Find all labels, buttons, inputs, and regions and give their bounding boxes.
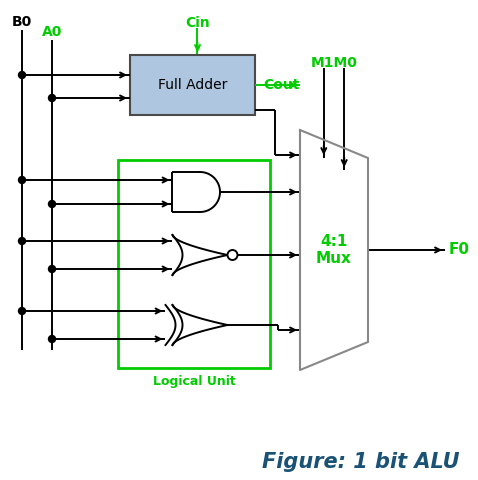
Text: Full Adder: Full Adder — [158, 78, 227, 92]
Text: Figure: 1 bit ALU: Figure: 1 bit ALU — [262, 452, 460, 472]
Text: M1M0: M1M0 — [311, 56, 358, 70]
Circle shape — [48, 95, 55, 101]
Circle shape — [48, 336, 55, 343]
Text: F0: F0 — [449, 242, 470, 257]
Circle shape — [19, 72, 25, 79]
Circle shape — [19, 238, 25, 244]
Circle shape — [48, 201, 55, 207]
Text: Cin: Cin — [185, 16, 210, 30]
Circle shape — [19, 177, 25, 183]
Text: A0: A0 — [42, 25, 62, 39]
Circle shape — [228, 250, 238, 260]
Text: Logical Unit: Logical Unit — [152, 375, 235, 388]
FancyBboxPatch shape — [130, 55, 255, 115]
Text: B0: B0 — [12, 15, 32, 29]
Circle shape — [48, 265, 55, 273]
Circle shape — [19, 308, 25, 314]
Text: 4:1
Mux: 4:1 Mux — [316, 234, 352, 266]
Text: Cout: Cout — [263, 78, 299, 92]
